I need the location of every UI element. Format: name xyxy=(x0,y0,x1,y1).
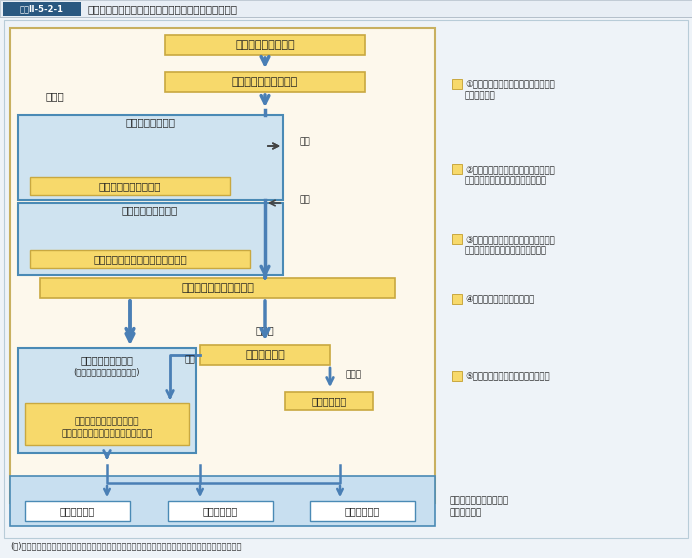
Bar xyxy=(40,278,395,298)
Bar xyxy=(452,371,462,381)
Text: 武力攻撃の発生など: 武力攻撃の発生など xyxy=(235,40,295,50)
Bar xyxy=(200,345,330,365)
Bar xyxy=(25,403,189,445)
Text: 承認: 承認 xyxy=(184,355,195,364)
Bar xyxy=(18,203,283,275)
Text: 国　会: 国 会 xyxy=(255,325,274,335)
Text: ④　対処基本方针の阀議決定: ④ 対処基本方针の阀議決定 xyxy=(465,295,534,304)
Bar xyxy=(25,501,130,521)
Bar xyxy=(452,79,462,89)
Text: 対処基本方针案の作成: 対処基本方针案の作成 xyxy=(232,77,298,87)
Bar xyxy=(30,177,230,195)
Bar xyxy=(285,392,373,410)
Text: (対策本部長：内閣総理大臣): (対策本部長：内閣総理大臣) xyxy=(74,368,140,377)
Bar xyxy=(3,2,81,16)
Text: 国家安全保障会議を専門的に補佐: 国家安全保障会議を専門的に補佐 xyxy=(93,254,187,264)
Text: ③　国家安全保障会議による内閣総理: ③ 国家安全保障会議による内閣総理 xyxy=(465,235,555,244)
Bar xyxy=(10,476,435,526)
Text: 対処基本方针案の審議: 対処基本方针案の審議 xyxy=(99,181,161,191)
Text: に従って対処: に従って対処 xyxy=(450,508,482,517)
Text: 地方公共団体: 地方公共団体 xyxy=(203,506,238,516)
Text: 大螣への対処基本方针案の答申: 大螣への対処基本方针案の答申 xyxy=(465,246,547,255)
Text: ①　内閣総理大螣による対処基本方针: ① 内閣総理大螣による対処基本方针 xyxy=(465,80,555,89)
Bar xyxy=(30,250,250,268)
Bar xyxy=(168,501,273,521)
Bar xyxy=(452,294,462,304)
Text: 案の作成: 案の作成 xyxy=(465,91,495,100)
Text: ・対処措置の総合的な推進: ・対処措置の総合的な推進 xyxy=(75,417,139,426)
Bar xyxy=(452,234,462,244)
Text: ・特定公共施設などの利用指针の策定: ・特定公共施設などの利用指针の策定 xyxy=(62,430,153,439)
Bar xyxy=(310,501,415,521)
Text: 事態対策本部（注）: 事態対策本部（注） xyxy=(80,355,134,365)
Text: 図表Ⅱ-5-2-1: 図表Ⅱ-5-2-1 xyxy=(20,4,64,13)
Text: 対処基本方针の阀議決定: 対処基本方针の阀議決定 xyxy=(181,283,254,293)
Text: 不承認: 不承認 xyxy=(345,371,361,379)
Text: 政　府: 政 府 xyxy=(46,91,64,101)
Text: 速やかに終了: 速やかに終了 xyxy=(311,396,347,406)
Text: 案の国家安全保障会議への訮問: 案の国家安全保障会議への訮問 xyxy=(465,176,547,185)
Text: 事態対処専門委員会: 事態対処専門委員会 xyxy=(122,205,178,215)
Bar xyxy=(10,28,435,503)
Text: 対処基本方针、利用指针: 対処基本方针、利用指针 xyxy=(450,497,509,506)
Text: 指定公共機関: 指定公共機関 xyxy=(345,506,380,516)
Text: ②　内閣総理大螣による対処基本方针: ② 内閣総理大螣による対処基本方针 xyxy=(465,165,555,174)
Bar xyxy=(165,35,365,55)
Bar xyxy=(18,115,283,200)
Bar xyxy=(452,164,462,174)
Bar xyxy=(165,72,365,92)
Text: 武力攻撃等及び存立危機事態への対処のための手続き: 武力攻撃等及び存立危機事態への対処のための手続き xyxy=(88,4,238,14)
Bar xyxy=(0,0,692,17)
Text: (注)　武力攻撃事態又は存立危機事態への対処措置の総合的な推進のために内閣に設置される対策本部: (注) 武力攻撃事態又は存立危機事態への対処措置の総合的な推進のために内閣に設置… xyxy=(10,541,242,551)
Text: 指定行政機関: 指定行政機関 xyxy=(60,506,95,516)
Text: 答申: 答申 xyxy=(300,195,311,204)
Text: 訮問: 訮問 xyxy=(300,137,311,147)
Text: ⑤　国会による対処基本方针の承認: ⑤ 国会による対処基本方针の承認 xyxy=(465,372,549,381)
Bar xyxy=(18,348,196,453)
Text: 国家安全保障会議: 国家安全保障会議 xyxy=(125,117,175,127)
Text: 国会承認求め: 国会承認求め xyxy=(245,350,285,360)
